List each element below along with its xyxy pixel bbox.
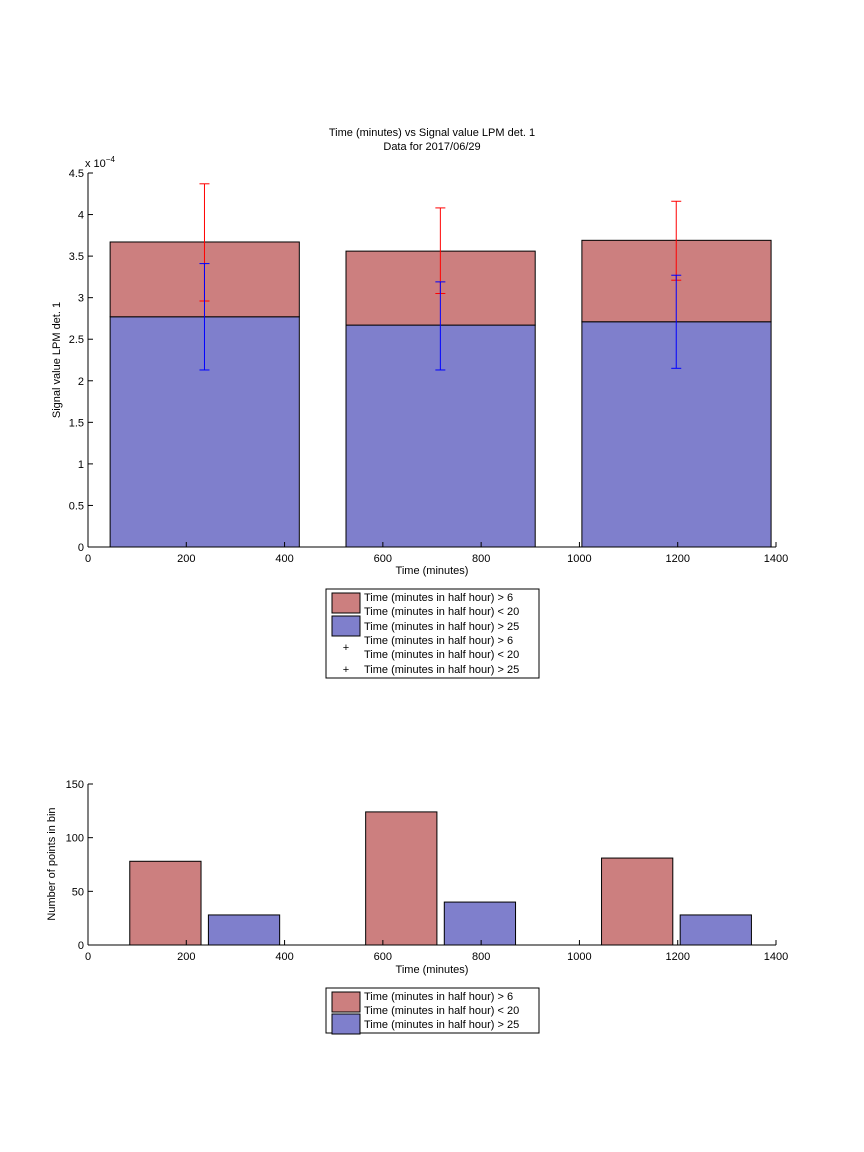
y-tick-label: 0 — [78, 940, 84, 952]
y-tick-label: 2.5 — [69, 334, 84, 346]
legend-swatch-red — [331, 592, 361, 614]
count-bar-red — [129, 860, 202, 946]
x-tick-label: 200 — [177, 951, 195, 963]
chart-title: Time (minutes) vs Signal value LPM det. … — [329, 127, 535, 139]
count-bar-blue — [679, 914, 752, 946]
legend-label: Time (minutes in half hour) > 6 — [364, 991, 513, 1003]
x-tick-label: 1400 — [764, 553, 788, 565]
y-tick-label: 150 — [66, 779, 84, 791]
x-tick-label: 800 — [472, 951, 490, 963]
x-tick-label: 600 — [374, 951, 392, 963]
x-tick-label: 1000 — [567, 553, 591, 565]
count-bars — [129, 811, 752, 946]
x-tick-label: 1200 — [665, 951, 689, 963]
y-tick-label: 1 — [78, 459, 84, 471]
y-tick-label: 3.5 — [69, 251, 84, 263]
legend-label: Time (minutes in half hour) < 20 — [364, 1005, 519, 1017]
count-chart: 0 200 400 600 800 1000 1200 1400 0 50 100 150 Time … — [46, 779, 789, 1035]
y-axis-label: Number of points in bin — [46, 807, 58, 920]
count-bar-blue — [443, 901, 517, 946]
legend-label: Time (minutes in half hour) > 6 — [364, 635, 513, 647]
count-axes: 0 200 400 600 800 1000 1200 1400 0 50 100 150 — [66, 779, 789, 963]
chart-subtitle: Data for 2017/06/29 — [383, 141, 480, 153]
y-tick-label: 0 — [78, 542, 84, 554]
x-tick-label: 600 — [374, 553, 392, 565]
count-bar-red — [601, 857, 674, 946]
legend-label: Time (minutes in half hour) > 6 — [364, 592, 513, 604]
y-tick-label: 100 — [66, 833, 84, 845]
signal-legend: Time (minutes in half hour) > 6 Time (mi… — [325, 588, 540, 679]
x-tick-label: 400 — [275, 951, 293, 963]
legend-swatch-blue — [331, 1013, 361, 1035]
y-tick-label: 1.5 — [69, 417, 84, 429]
legend-label: Time (minutes in half hour) < 20 — [364, 649, 519, 661]
x-tick-label: 1200 — [665, 553, 689, 565]
legend-swatch-red — [331, 991, 361, 1013]
y-tick-label: 4.5 — [69, 168, 84, 180]
legend-label: Time (minutes in half hour) > 25 — [364, 1019, 519, 1031]
y-tick-label: 0.5 — [69, 500, 84, 512]
legend-marker-red-plus: + — [343, 642, 349, 654]
y-tick-label: 4 — [78, 210, 84, 222]
count-legend: Time (minutes in half hour) > 6 Time (mi… — [325, 987, 540, 1035]
signal-axes: 0 200 400 600 800 1000 1200 1400 0 0.5 1 1.5 2 2.5 3 3.… — [69, 168, 789, 565]
x-axis-label: Time (minutes) — [396, 565, 469, 577]
count-bar-red — [365, 811, 438, 946]
x-tick-label: 400 — [275, 553, 293, 565]
x-axis-label: Time (minutes) — [396, 964, 469, 976]
legend-marker-blue-plus: + — [343, 664, 349, 676]
legend-label: Time (minutes in half hour) > 25 — [364, 664, 519, 676]
legend-box — [325, 987, 540, 1034]
y-exponent-label: x 10−4 — [85, 155, 115, 170]
signal-error-bars — [199, 183, 682, 371]
x-tick-label: 800 — [472, 553, 490, 565]
legend-box — [325, 588, 540, 679]
count-bar-blue — [207, 914, 281, 946]
signal-chart: Time (minutes) vs Signal value LPM det. … — [51, 127, 789, 679]
x-tick-label: 200 — [177, 553, 195, 565]
legend-label: Time (minutes in half hour) > 25 — [364, 621, 519, 633]
x-tick-label: 1400 — [764, 951, 788, 963]
legend-swatch-blue — [331, 615, 361, 637]
y-tick-label: 2 — [78, 376, 84, 388]
y-tick-label: 50 — [72, 886, 84, 898]
x-tick-label: 0 — [85, 951, 91, 963]
y-tick-label: 3 — [78, 293, 84, 305]
legend-label: Time (minutes in half hour) < 20 — [364, 606, 519, 618]
y-axis-label: Signal value LPM det. 1 — [51, 302, 63, 418]
x-tick-label: 0 — [85, 553, 91, 565]
x-tick-label: 1000 — [567, 951, 591, 963]
